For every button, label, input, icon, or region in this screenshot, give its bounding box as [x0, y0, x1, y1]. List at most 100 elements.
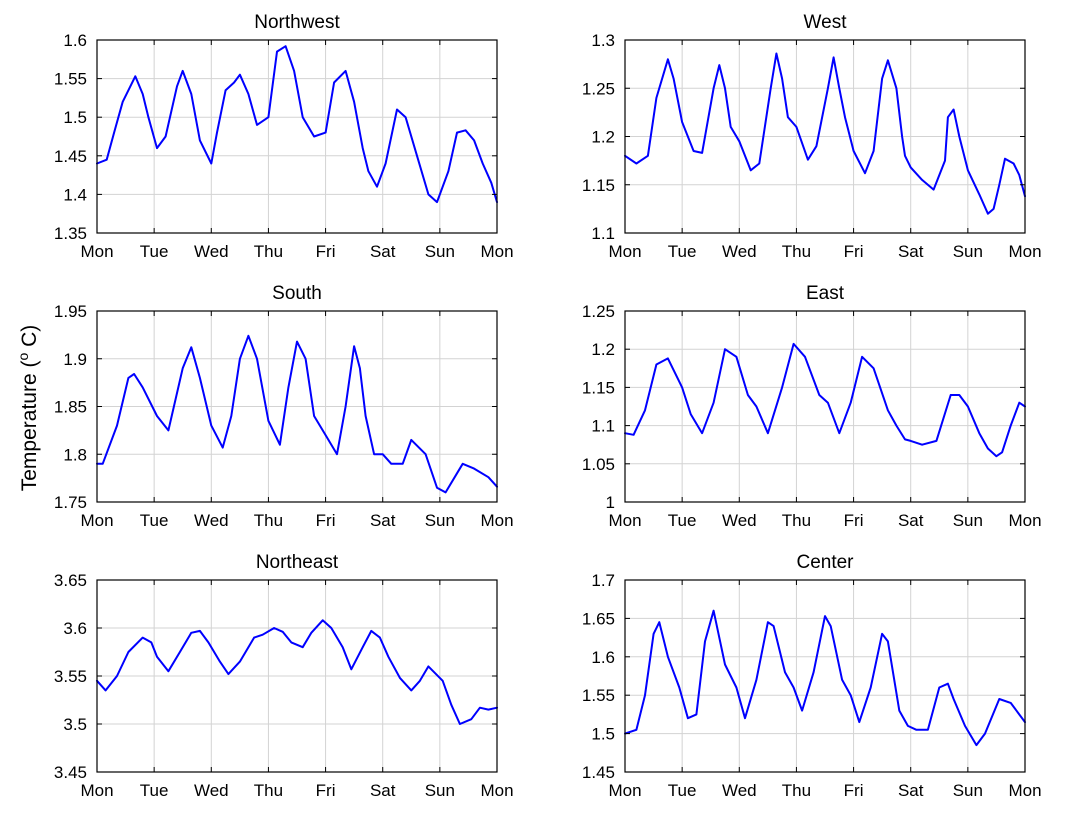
y-tick-label: 1.2 [591, 340, 615, 359]
x-tick-label: Sun [953, 781, 983, 800]
y-tick-label: 1.3 [591, 31, 615, 50]
x-tick-label: Wed [722, 511, 757, 530]
series-line-west [624, 52, 1026, 215]
x-tick-label: Thu [782, 781, 811, 800]
panel-northeast: Mon Tue Wed Thu Fri Sat Sun Mon3.453.53.553.63.… [54, 552, 514, 800]
x-tick-label: Fri [844, 781, 864, 800]
x-tick-label: Thu [254, 242, 283, 261]
panel-title-west: West [804, 12, 848, 33]
x-tick-label: Fri [316, 242, 336, 261]
x-tick-label: Mon [608, 781, 641, 800]
y-axis-label-sup: o [15, 353, 31, 361]
panel-title-south: South [272, 283, 322, 304]
series-line-northwest [96, 45, 498, 204]
y-tick-label: 1.75 [54, 493, 87, 512]
y-tick-label: 3.5 [63, 715, 87, 734]
x-tick-label: Sun [953, 511, 983, 530]
axes-frame-east [624, 310, 1026, 503]
y-tick-label: 1.2 [591, 128, 615, 147]
panel-title-northwest: Northwest [254, 12, 340, 33]
panel-west: Mon Tue Wed Thu Fri Sat Sun Mon1.11.151.21.251.… [582, 12, 1042, 261]
y-tick-label: 1.8 [63, 445, 87, 464]
x-tick-label: Fri [844, 242, 864, 261]
y-tick-label: 1.9 [63, 350, 87, 369]
panel-east: Mon Tue Wed Thu Fri Sat Sun Mon11.051.11.151.21… [582, 283, 1042, 530]
x-tick-label: Tue [140, 242, 169, 261]
x-tick-label: Sat [370, 511, 396, 530]
y-tick-label: 3.65 [54, 571, 87, 590]
axes-frame-center [624, 579, 1026, 773]
x-tick-label: Sat [370, 781, 396, 800]
y-tick-label: 1.65 [582, 609, 615, 628]
x-tick-label: Sat [898, 511, 924, 530]
series-line-northeast [96, 619, 498, 725]
x-tick-label: Tue [668, 781, 697, 800]
y-tick-label: 1.05 [582, 455, 615, 474]
y-tick-label: 1.5 [63, 108, 87, 127]
y-tick-label: 1.55 [582, 686, 615, 705]
x-tick-label: Tue [668, 511, 697, 530]
x-tick-label: Mon [1008, 242, 1041, 261]
y-tick-label: 1.6 [63, 31, 87, 50]
y-tick-label: 1.45 [54, 147, 87, 166]
x-tick-label: Sat [898, 242, 924, 261]
y-tick-label: 1.35 [54, 224, 87, 243]
x-tick-label: Thu [254, 511, 283, 530]
y-tick-label: 1.15 [582, 176, 615, 195]
panel-center: Mon Tue Wed Thu Fri Sat Sun Mon1.451.51.551.61.… [582, 552, 1042, 800]
y-tick-label: 1.55 [54, 70, 87, 89]
y-tick-label: 1.5 [591, 725, 615, 744]
series-line-south [96, 334, 498, 494]
y-axis-label-tail: C) [18, 325, 41, 353]
x-tick-label: Wed [194, 511, 229, 530]
x-tick-label: Fri [844, 511, 864, 530]
x-tick-label: Sat [370, 242, 396, 261]
x-tick-label: Sun [953, 242, 983, 261]
x-tick-label: Wed [194, 242, 229, 261]
y-tick-label: 1.6 [591, 648, 615, 667]
x-tick-label: Thu [782, 511, 811, 530]
panel-title-northeast: Northeast [256, 552, 339, 573]
y-tick-label: 1.25 [582, 79, 615, 98]
y-tick-label: 1.45 [582, 763, 615, 782]
x-tick-label: Sun [425, 511, 455, 530]
x-tick-label: Mon [608, 511, 641, 530]
x-tick-label: Tue [140, 511, 169, 530]
x-tick-label: Wed [722, 781, 757, 800]
x-tick-label: Sat [898, 781, 924, 800]
y-tick-label: 3.55 [54, 667, 87, 686]
y-tick-label: 1.95 [54, 302, 87, 321]
x-tick-label: Fri [316, 781, 336, 800]
y-tick-label: 3.6 [63, 619, 87, 638]
x-tick-label: Mon [480, 511, 513, 530]
series-line-center [624, 609, 1026, 747]
y-tick-label: 1.1 [591, 417, 615, 436]
x-tick-label: Mon [80, 781, 113, 800]
x-tick-label: Mon [80, 242, 113, 261]
panel-south: Mon Tue Wed Thu Fri Sat Sun Mon1.751.81.851.91.… [54, 283, 514, 530]
x-tick-label: Mon [480, 781, 513, 800]
y-tick-label: 1 [606, 493, 615, 512]
x-tick-label: Mon [1008, 781, 1041, 800]
panel-northwest: Mon Tue Wed Thu Fri Sat Sun Mon1.351.41.451.51.… [54, 12, 514, 261]
x-tick-label: Mon [608, 242, 641, 261]
y-tick-label: 1.4 [63, 185, 87, 204]
x-tick-label: Fri [316, 511, 336, 530]
x-tick-label: Mon [480, 242, 513, 261]
panel-title-center: Center [796, 552, 854, 573]
x-tick-label: Tue [140, 781, 169, 800]
y-axis-label-main: Temperature ( [18, 361, 41, 492]
x-tick-label: Wed [194, 781, 229, 800]
x-tick-label: Mon [80, 511, 113, 530]
y-tick-label: 1.25 [582, 302, 615, 321]
x-tick-label: Mon [1008, 511, 1041, 530]
x-tick-label: Sun [425, 242, 455, 261]
y-tick-label: 3.45 [54, 763, 87, 782]
x-tick-label: Thu [254, 781, 283, 800]
y-tick-label: 1.15 [582, 378, 615, 397]
y-axis-label: Temperature (o C) [15, 325, 41, 492]
y-tick-label: 1.85 [54, 398, 87, 417]
x-tick-label: Sun [425, 781, 455, 800]
x-tick-label: Wed [722, 242, 757, 261]
panel-title-east: East [806, 283, 845, 304]
